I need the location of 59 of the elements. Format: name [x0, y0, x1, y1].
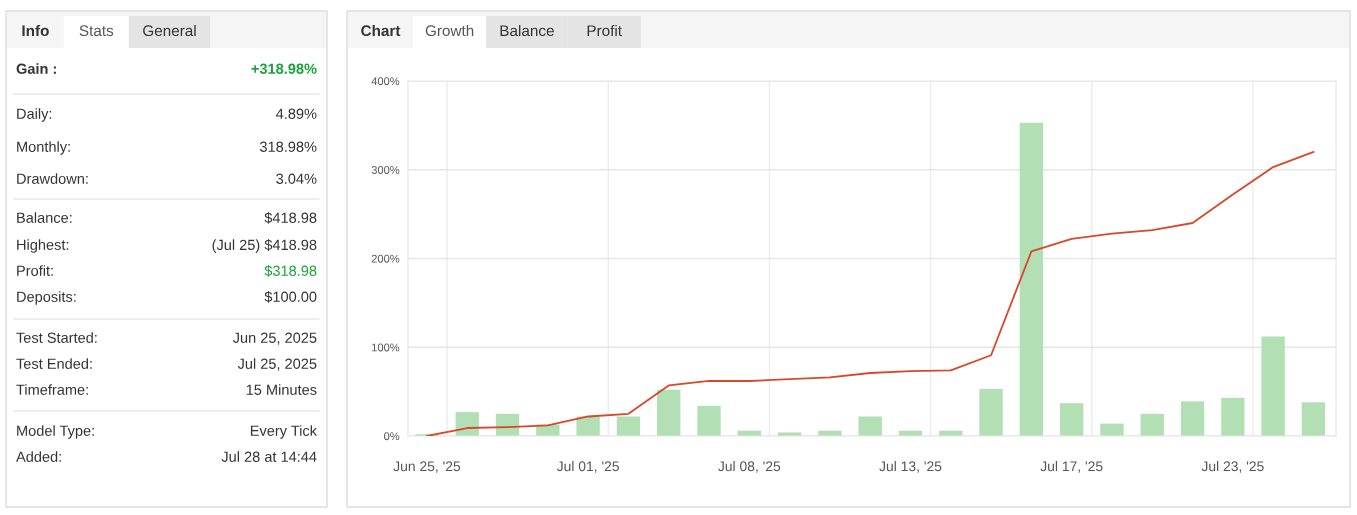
- text: Profit: [587, 24, 622, 37]
- text: 15 Minutes: [246, 384, 317, 395]
- x-tick-label: Jul 13, '25: [879, 461, 942, 473]
- text: Jul 28 at 14:44: [221, 451, 317, 462]
- text: Stats: [79, 25, 114, 37]
- text: 3.04%: [276, 173, 317, 184]
- bar: [697, 405, 721, 436]
- x-tick-label: Jun 25, '25: [393, 461, 461, 473]
- text: Profit:: [17, 265, 53, 276]
- bar: [1019, 122, 1044, 436]
- bar: [979, 388, 1003, 436]
- text: Test Started:: [16, 332, 97, 343]
- text: 318.98%: [259, 141, 317, 152]
- text: $418.98: [264, 211, 317, 224]
- text: Drawdown:: [17, 173, 88, 184]
- bar: [1301, 402, 1326, 436]
- y-tick-label: 400%: [371, 77, 400, 86]
- y-tick-label: 300%: [371, 166, 400, 174]
- text: +318.98%: [251, 63, 317, 74]
- y-tick-label: 0%: [384, 432, 400, 441]
- text: (Jul 25) $418.98: [212, 239, 317, 253]
- text: Balance: [500, 24, 554, 37]
- line-series: [426, 151, 1315, 436]
- text: Info: [22, 24, 49, 37]
- text: 4.89%: [275, 108, 317, 119]
- text: $318.98: [264, 264, 317, 277]
- text: Model Type:: [17, 425, 94, 439]
- x-tick-label: Jul 01, '25: [556, 461, 619, 473]
- text: Added:: [16, 451, 61, 462]
- text: Test Ended:: [16, 358, 92, 369]
- x-tick-label: Jul 23, '25: [1201, 461, 1264, 473]
- text: $100.00: [264, 290, 317, 303]
- bar: [576, 416, 600, 436]
- x-tick-label: Jul 08, '25: [718, 461, 781, 473]
- text: Monthly:: [17, 141, 70, 155]
- text: Gain :: [16, 63, 56, 74]
- text: Daily:: [17, 108, 52, 122]
- text: Jul 25, 2025: [237, 358, 317, 371]
- text: General: [143, 24, 196, 37]
- text: Timeframe:: [16, 384, 88, 395]
- text: Growth: [425, 24, 474, 37]
- y-tick-label: 200%: [371, 254, 400, 263]
- bar: [657, 389, 681, 436]
- bar: [1140, 413, 1164, 436]
- text: Chart: [361, 24, 401, 37]
- text: Deposits:: [17, 291, 76, 305]
- bar: [1261, 336, 1285, 436]
- bar: [1180, 401, 1205, 436]
- text: Jun 25, 2025: [232, 332, 317, 345]
- bar: [1059, 403, 1084, 436]
- bar: [1221, 397, 1245, 436]
- bar: [858, 416, 882, 436]
- text: Highest:: [17, 239, 69, 253]
- text: Balance:: [17, 212, 72, 223]
- bar: [616, 416, 641, 436]
- bar: [1100, 423, 1124, 436]
- y-tick-label: 100%: [372, 343, 400, 352]
- text: Every Tick: [250, 425, 318, 439]
- x-tick-label: Jul 17, '25: [1040, 461, 1103, 473]
